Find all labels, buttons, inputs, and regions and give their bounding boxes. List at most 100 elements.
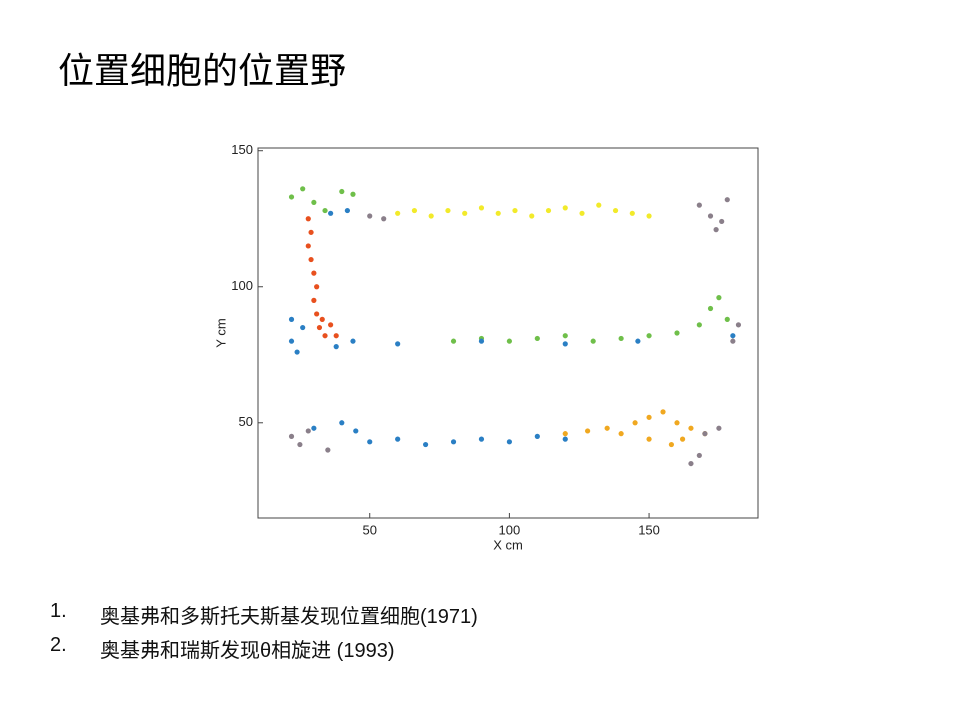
scatter-point <box>395 210 401 216</box>
scatter-point <box>322 333 328 339</box>
scatter-point <box>688 460 694 467</box>
scatter-point <box>478 436 485 442</box>
scatter-point <box>724 316 730 322</box>
x-tick-label: 150 <box>638 522 660 537</box>
scatter-point <box>590 338 596 344</box>
scatter-point <box>629 210 635 216</box>
scatter-point <box>660 409 666 415</box>
scatter-point <box>707 305 714 312</box>
scatter-point <box>612 207 619 214</box>
scatter-point <box>333 344 339 350</box>
scatter-point <box>311 425 317 431</box>
scatter-point <box>350 338 356 344</box>
scatter-point <box>668 441 675 448</box>
y-axis-label: Y cm <box>213 318 228 347</box>
scatter-point <box>696 202 702 208</box>
scatter-point <box>719 218 725 225</box>
scatter-point <box>478 335 485 342</box>
scatter-point <box>422 441 429 448</box>
scatter-point <box>288 433 295 439</box>
x-tick-label: 100 <box>499 522 521 537</box>
scatter-point <box>646 213 652 219</box>
scatter-point <box>674 420 680 426</box>
scatter-point <box>495 210 501 216</box>
list-number: 2. <box>50 634 67 656</box>
scatter-point <box>322 207 328 214</box>
scatter-point <box>674 330 680 336</box>
scatter-point <box>562 333 568 339</box>
scatter-point <box>506 439 512 445</box>
scatter-point <box>411 207 418 214</box>
scatter-point <box>696 452 702 459</box>
scatter-point <box>618 431 624 437</box>
scatter-point <box>730 338 736 344</box>
scatter-point <box>428 213 434 219</box>
scatter-point <box>713 227 719 233</box>
reference-list: 1. 奥基弗和多斯托夫斯基发现位置细胞(1971) 2. 奥基弗和瑞斯发现θ相旋进 (… <box>50 600 478 668</box>
scatter-point <box>353 428 359 434</box>
scatter-point <box>367 439 373 445</box>
scatter-point <box>305 428 311 434</box>
x-tick-label: 50 <box>362 522 376 537</box>
scatter-point <box>512 207 518 214</box>
scatter-point <box>395 341 401 347</box>
scatter-point <box>311 270 317 276</box>
y-tick-label: 150 <box>231 142 253 157</box>
scatter-point <box>716 425 722 431</box>
scatter-point <box>688 425 694 431</box>
scatter-point <box>646 333 652 339</box>
scatter-point <box>350 191 356 197</box>
scatter-point <box>596 202 602 208</box>
scatter-point <box>506 338 512 344</box>
scatter-point <box>288 194 295 200</box>
scatter-point <box>316 324 323 331</box>
y-tick-label: 100 <box>231 278 253 293</box>
scatter-point <box>288 316 295 322</box>
scatter-point <box>562 436 568 442</box>
scatter-point <box>646 436 652 442</box>
scatter-point <box>333 333 339 339</box>
list-item: 2. 奥基弗和瑞斯发现θ相旋进 (1993) <box>50 634 478 668</box>
scatter-point <box>300 186 306 192</box>
list-item: 1. 奥基弗和多斯托夫斯基发现位置细胞(1971) <box>50 600 478 634</box>
scatter-point <box>545 207 552 214</box>
scatter-point <box>314 311 320 317</box>
scatter-point <box>646 414 652 420</box>
scatter-point <box>707 213 714 219</box>
scatter-point <box>328 322 334 328</box>
scatter-point <box>562 431 568 437</box>
scatter-point <box>618 335 624 342</box>
scatter-point <box>679 436 686 442</box>
x-axis-label: X cm <box>493 537 523 552</box>
scatter-point <box>308 256 314 263</box>
scatter-point <box>478 338 485 344</box>
scatter-point <box>381 216 387 222</box>
scatter-point <box>344 207 350 214</box>
scatter-point <box>478 205 485 211</box>
scatter-point <box>445 207 451 214</box>
scatter-point <box>339 420 345 426</box>
list-text: 奥基弗和瑞斯发现θ相旋进 (1993) <box>100 640 395 662</box>
scatter-point <box>702 431 708 437</box>
scatter-point <box>635 338 641 344</box>
scatter-point <box>730 333 736 339</box>
scatter-point <box>305 243 311 249</box>
scatter-point <box>462 210 468 216</box>
list-text: 奥基弗和多斯托夫斯基发现位置细胞(1971) <box>100 606 478 628</box>
list-number: 1. <box>50 600 67 622</box>
scatter-point <box>328 210 334 216</box>
slide-title: 位置细胞的位置野 <box>58 51 347 92</box>
scatter-point <box>534 433 540 439</box>
scatter-point <box>735 322 742 328</box>
scatter-point <box>300 324 306 331</box>
scatter-point <box>294 349 300 355</box>
scatter-point <box>579 210 585 216</box>
scatter-point <box>311 297 317 303</box>
scatter-point <box>395 436 401 442</box>
scatter-point <box>314 284 320 290</box>
scatter-point <box>562 205 568 211</box>
scatter-point <box>311 199 317 206</box>
scatter-point <box>529 213 535 219</box>
scatter-point <box>319 316 325 322</box>
